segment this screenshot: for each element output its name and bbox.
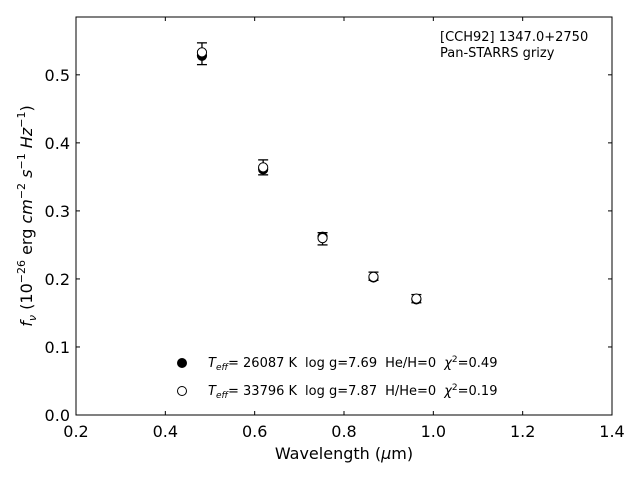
y-axis-title: fν (10−26 erg cm−2 s−1 Hz−1) — [15, 105, 39, 326]
x-tick-label: 1.4 — [599, 422, 624, 441]
y-tick-label: 0.2 — [45, 270, 70, 289]
y-tick-label: 0.1 — [45, 338, 70, 357]
data-point-open — [196, 47, 208, 58]
y-tick-label: 0.4 — [45, 134, 70, 153]
series-model-2 — [196, 47, 422, 304]
x-axis-ticks: 0.2 0.4 0.6 0.8 1.0 1.2 1.4 — [63, 17, 625, 441]
data-point-open — [368, 271, 379, 282]
annotation-object-name: [CCH92] 1347.0+2750 — [440, 30, 588, 45]
x-tick-label: 0.2 — [63, 422, 88, 441]
data-point-open — [258, 162, 269, 173]
x-tick-label: 1.0 — [421, 422, 446, 441]
error-bars — [196, 42, 422, 304]
series-model-1 — [196, 50, 422, 305]
y-axis-ticks: 0.0 0.1 0.2 0.3 0.4 0.5 — [45, 66, 612, 425]
legend-marker-filled — [177, 358, 187, 368]
legend-marker-open — [177, 386, 187, 396]
data-point-open — [317, 233, 328, 244]
y-tick-label: 0.5 — [45, 66, 70, 85]
y-tick-label: 0.3 — [45, 202, 70, 221]
y-tick-label: 0.0 — [45, 406, 70, 425]
x-tick-label: 1.2 — [510, 422, 535, 441]
x-tick-label: 0.4 — [153, 422, 178, 441]
data-point-open — [411, 293, 422, 304]
x-axis-title: Wavelength (μm) — [275, 444, 413, 463]
annotation-survey: Pan-STARRS grizy — [440, 46, 555, 61]
x-tick-label: 0.8 — [331, 422, 356, 441]
x-tick-label: 0.6 — [242, 422, 267, 441]
